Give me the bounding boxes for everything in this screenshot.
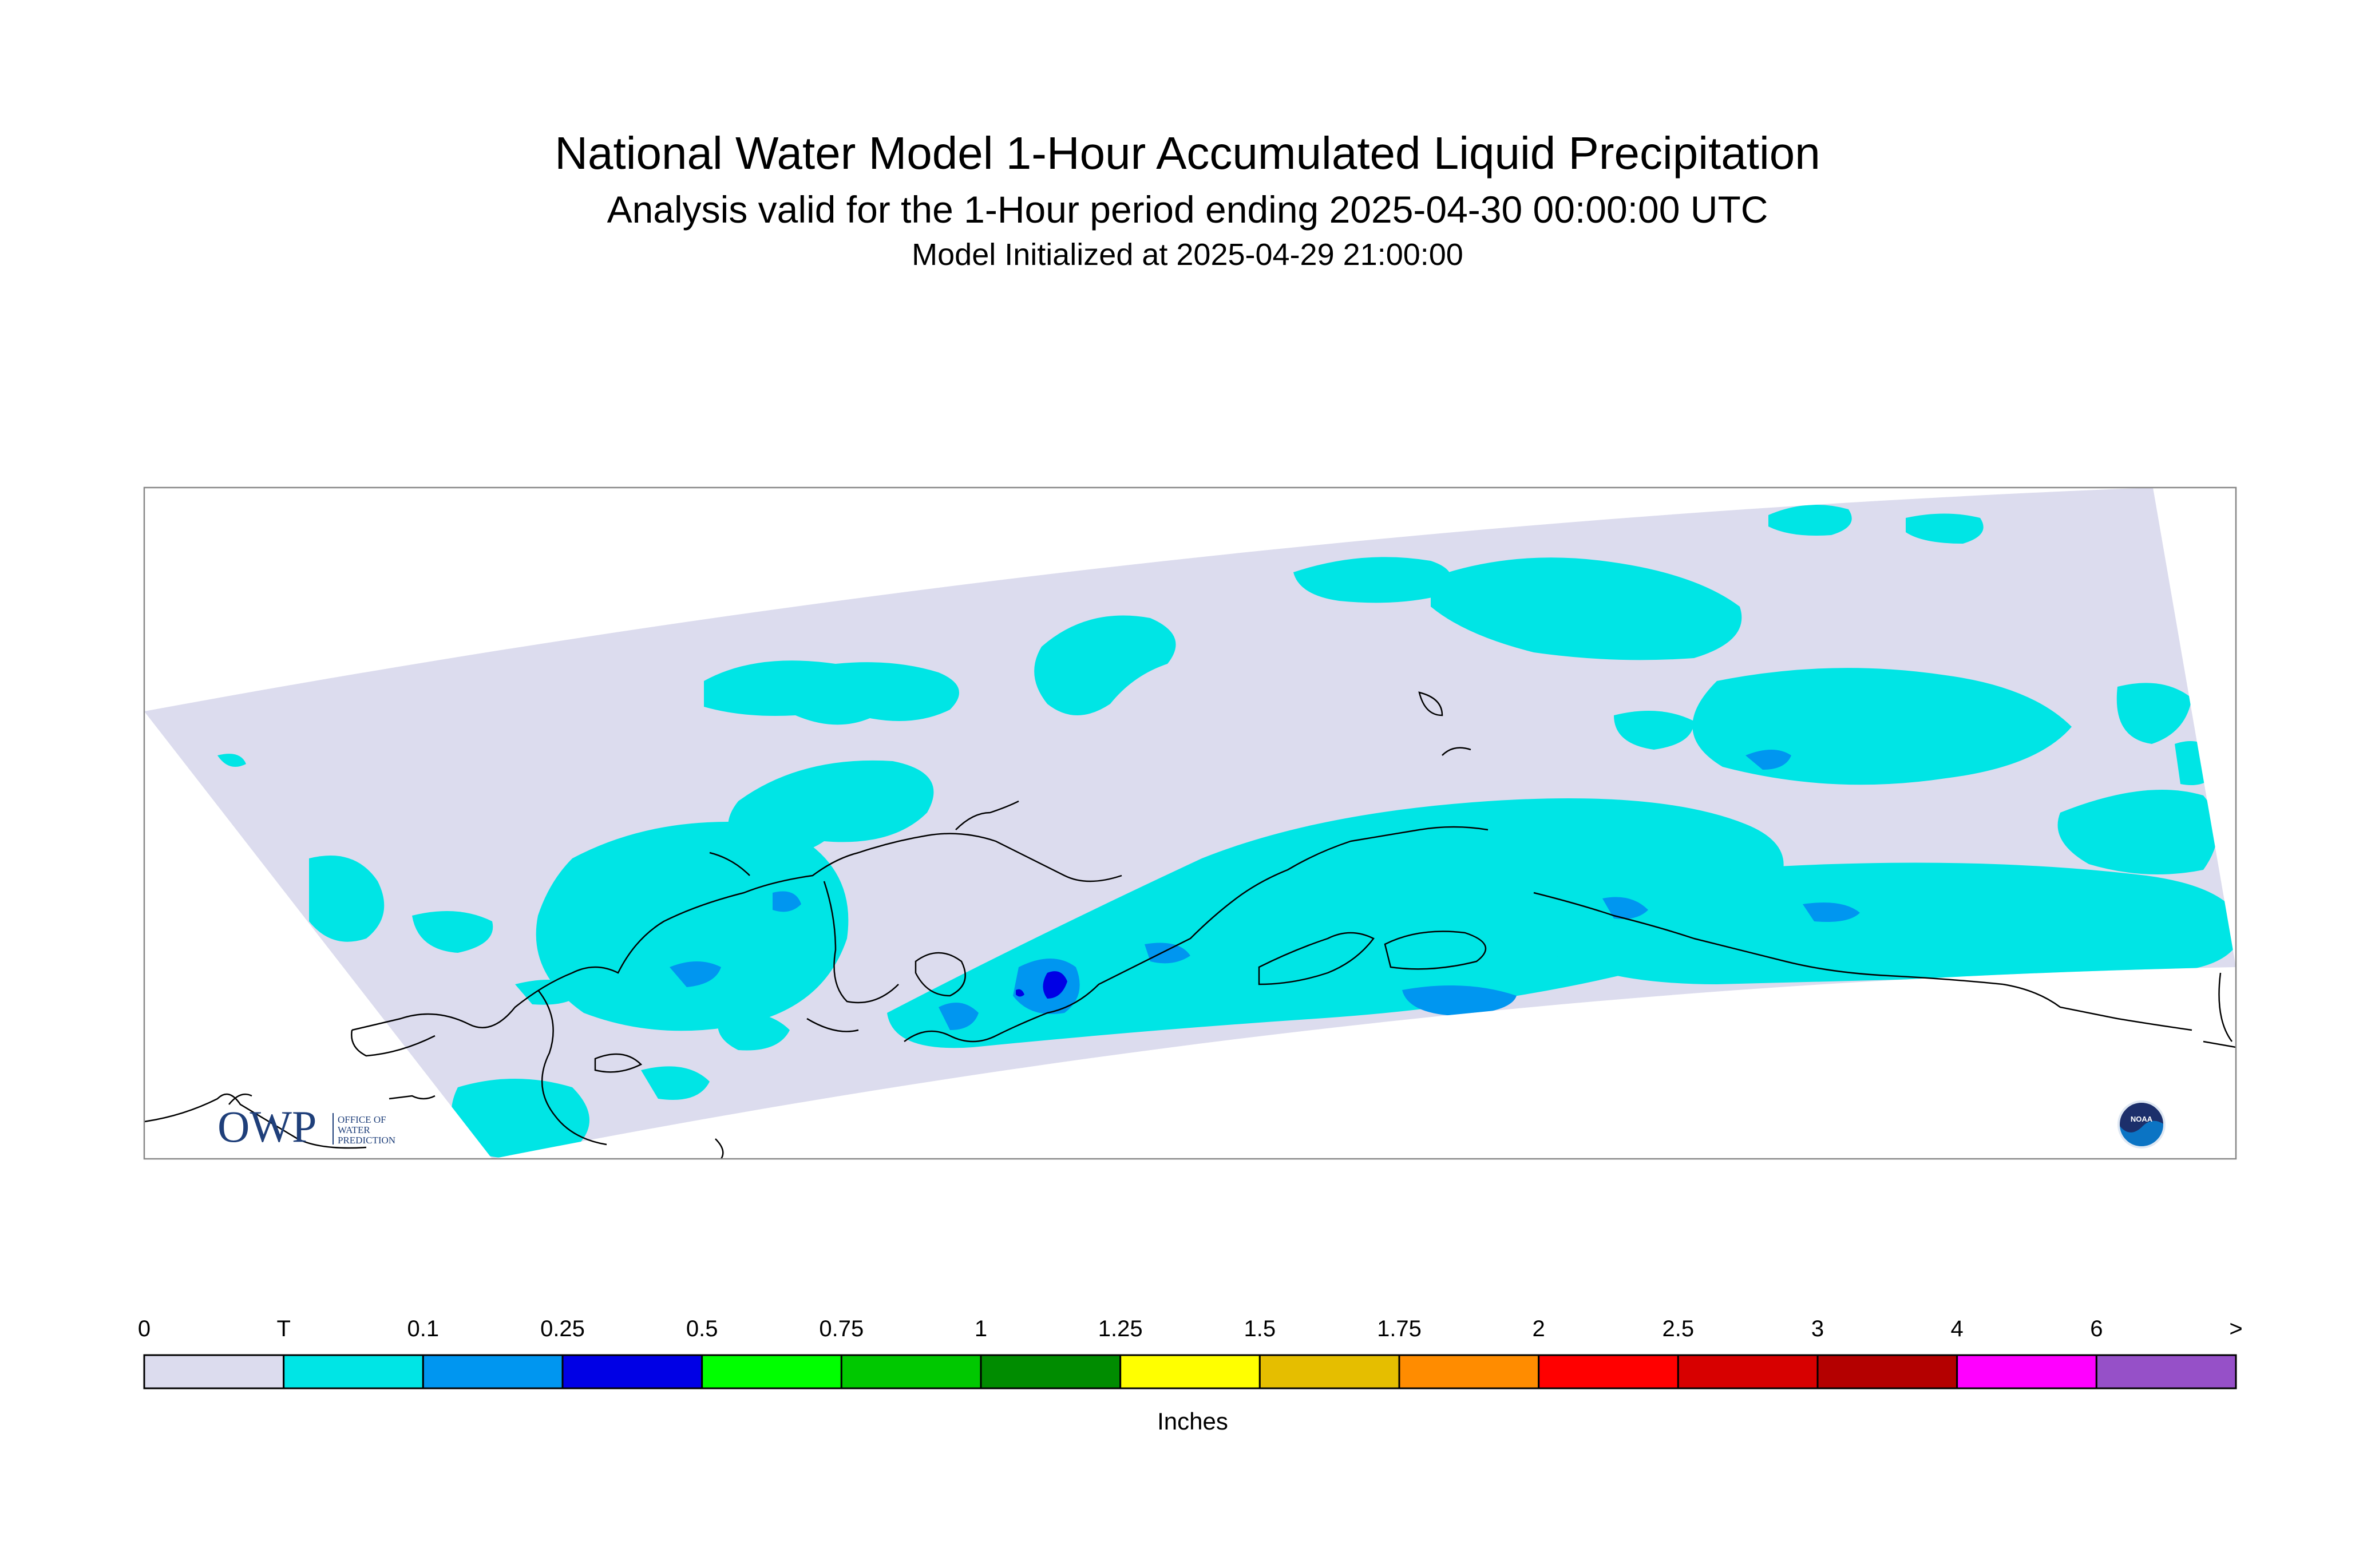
- noaa-logo-mark: NOAA: [2131, 1115, 2153, 1123]
- colorbar-swatch: [1258, 1354, 1400, 1389]
- owp-logo-line2: WATER: [338, 1124, 370, 1135]
- colorbar-swatch: [143, 1354, 285, 1389]
- colorbar-tick-label: 0.5: [686, 1316, 718, 1341]
- precip-areas: [217, 505, 2236, 1159]
- colorbar-tick-label: 2.5: [1662, 1316, 1695, 1341]
- colorbar-swatch: [1398, 1354, 1540, 1389]
- owp-logo: OWP OFFICE OF WATER PREDICTION: [217, 1102, 395, 1151]
- colorbar-swatch: [1538, 1354, 1679, 1389]
- colorbar-swatch: [422, 1354, 564, 1389]
- map-subtitle: Analysis valid for the 1-Hour period end…: [607, 188, 1768, 231]
- colorbar-swatch: [840, 1354, 982, 1389]
- colorbar-tick-label: 1.75: [1377, 1316, 1422, 1341]
- colorbar-tick-label: 0.1: [407, 1316, 440, 1341]
- colorbar-swatch: [1119, 1354, 1261, 1389]
- model-init-time: Model Initialized at 2025-04-29 21:00:00: [912, 237, 1463, 272]
- colorbar-swatch: [1677, 1354, 1819, 1389]
- colorbar-swatch: [1956, 1354, 2097, 1389]
- owp-logo-mark: OWP: [217, 1102, 316, 1151]
- colorbar-tick-label: 6: [2090, 1316, 2103, 1341]
- precip-moderate: [1016, 971, 1067, 999]
- colorbar-swatch: [283, 1354, 424, 1389]
- model-domain: [144, 488, 2236, 1159]
- colorbar-tick-label: 3: [1811, 1316, 1824, 1341]
- colorbar-swatch: [561, 1354, 703, 1389]
- map-frame: [143, 486, 2237, 1160]
- colorbar-units: Inches: [1157, 1408, 1228, 1435]
- colorbar-swatch: [2095, 1354, 2237, 1389]
- owp-logo-line1: OFFICE OF: [338, 1114, 386, 1125]
- colorbar-tick-label: 0.25: [540, 1316, 585, 1341]
- precip-trace: [217, 505, 2236, 1159]
- colorbar-tick-label: 1.25: [1098, 1316, 1143, 1341]
- colorbar-tick-label: 0: [137, 1316, 151, 1341]
- colorbar-tick-label: 4: [1950, 1316, 1964, 1341]
- colorbar-swatch: [1816, 1354, 1958, 1389]
- colorbar-tick-label: 1: [974, 1316, 988, 1341]
- colorbar-swatch: [980, 1354, 1122, 1389]
- owp-logo-line3: PREDICTION: [338, 1135, 395, 1146]
- noaa-logo: NOAA: [2117, 1100, 2166, 1149]
- colorbar-tick-label: 2: [1532, 1316, 1545, 1341]
- colorbar-tick-label: >: [2229, 1316, 2243, 1341]
- colorbar-tick-label: T: [276, 1316, 291, 1341]
- map-title: National Water Model 1-Hour Accumulated …: [555, 128, 1820, 179]
- colorbar: [143, 1354, 2237, 1389]
- colorbar-tick-label: 0.75: [819, 1316, 864, 1341]
- colorbar-swatch: [701, 1354, 842, 1389]
- coastlines: [144, 691, 2236, 1159]
- colorbar-tick-label: 1.5: [1244, 1316, 1276, 1341]
